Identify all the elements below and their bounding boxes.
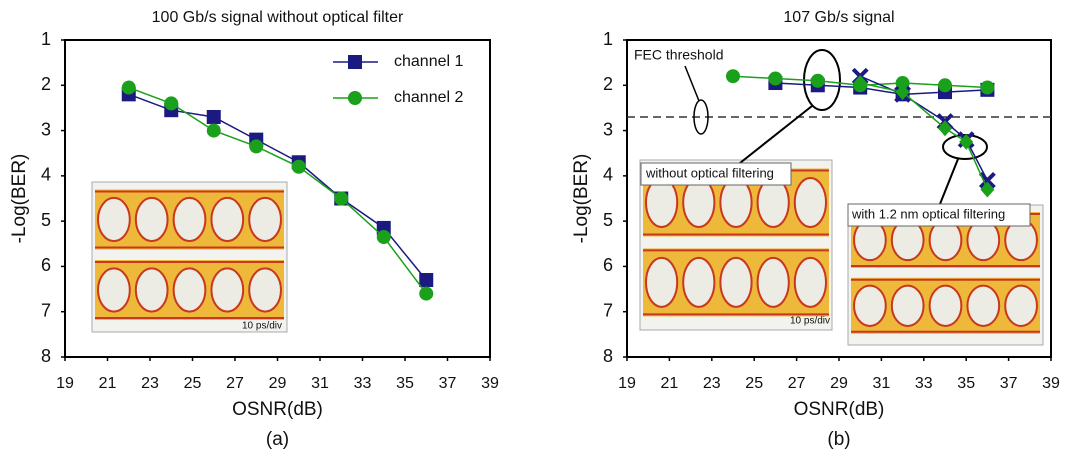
y-tick-label: 3: [603, 119, 613, 139]
marker: [122, 81, 136, 95]
marker: [419, 273, 433, 287]
y-tick-label: 6: [603, 255, 613, 275]
x-tick-label: 25: [745, 375, 763, 392]
caption: (a): [266, 429, 289, 450]
x-tick-label: 31: [311, 375, 329, 392]
y-tick-label: 8: [603, 346, 613, 366]
caption: (b): [827, 429, 850, 450]
eye-opening: [967, 286, 999, 326]
x-tick-label: 37: [1000, 375, 1018, 392]
eye-opening: [98, 268, 130, 311]
x-tick-label: 25: [184, 375, 202, 392]
y-tick-label: 2: [603, 74, 613, 94]
figure: 100 Gb/s signal without optical filter 1 2…: [0, 0, 1065, 455]
eye-opening: [854, 286, 886, 326]
eye-opening: [758, 258, 789, 307]
eye-opening: [211, 198, 243, 241]
x-tick-label: 35: [957, 375, 975, 392]
marker: [938, 120, 952, 136]
callout-line: [685, 66, 699, 101]
eye-opening: [136, 268, 168, 311]
marker: [207, 124, 221, 138]
legend-label: channel 2: [394, 89, 463, 106]
annotation: with 1.2 nm optical filtering: [851, 206, 1005, 221]
callout-line: [940, 159, 958, 204]
marker: [377, 230, 391, 244]
annotation: 10 ps/div: [242, 321, 282, 332]
x-tick-label: 21: [661, 375, 679, 392]
legend-label: channel 1: [394, 53, 463, 70]
x-tick-label: 27: [788, 375, 806, 392]
marker: [768, 71, 782, 85]
annotation: 10 ps/div: [790, 316, 830, 327]
x-tick-label: 33: [915, 375, 933, 392]
x-tick-label: 29: [830, 375, 848, 392]
chart-title: 100 Gb/s signal without optical filter: [152, 9, 404, 26]
x-tick-label: 29: [269, 375, 287, 392]
y-tick-label: 1: [603, 29, 613, 49]
x-tick-label: 35: [396, 375, 414, 392]
y-tick-label: 5: [41, 210, 51, 230]
eye-opening: [795, 258, 826, 307]
eye-opening: [795, 178, 826, 227]
eye-opening: [98, 198, 130, 241]
x-tick-label: 39: [481, 375, 499, 392]
legend-marker: [348, 55, 362, 69]
y-tick-label: 8: [41, 346, 51, 366]
x-tick-label: 19: [56, 375, 74, 392]
marker: [292, 160, 306, 174]
x-tick-label: 23: [703, 375, 721, 392]
eye-opening: [249, 198, 281, 241]
x-tick-label: 27: [226, 375, 244, 392]
eye-opening: [720, 258, 751, 307]
eye-opening: [1005, 286, 1037, 326]
marker: [249, 139, 263, 153]
y-tick-label: 4: [41, 165, 51, 185]
series-line: [860, 76, 987, 180]
y-tick-label: 1: [41, 29, 51, 49]
marker: [334, 192, 348, 206]
x-tick-label: 37: [439, 375, 457, 392]
y-tick-label: 7: [41, 300, 51, 320]
x-tick-label: 31: [873, 375, 891, 392]
x-axis-title: OSNR(dB): [232, 399, 323, 420]
x-tick-label: 19: [618, 375, 636, 392]
x-tick-label: 23: [141, 375, 159, 392]
marker: [207, 110, 221, 124]
threshold-label: FEC threshold: [634, 47, 723, 63]
y-tick-label: 7: [603, 300, 613, 320]
eye-opening: [136, 198, 168, 241]
marker: [726, 69, 740, 83]
legend-marker: [348, 91, 362, 105]
eye-opening: [249, 268, 281, 311]
x-tick-label: 33: [354, 375, 372, 392]
x-tick-label: 21: [99, 375, 117, 392]
eye-opening: [683, 258, 714, 307]
marker: [419, 287, 433, 301]
chart-title: 107 Gb/s signal: [783, 9, 894, 26]
y-tick-label: 2: [41, 74, 51, 94]
eye-opening: [930, 286, 962, 326]
eye-opening: [174, 198, 206, 241]
y-tick-label: 4: [603, 165, 613, 185]
marker: [811, 74, 825, 88]
y-axis-title: -Log(BER): [571, 154, 592, 244]
eye-opening: [646, 258, 677, 307]
marker: [980, 81, 994, 95]
marker: [938, 78, 952, 92]
eye-opening: [211, 268, 243, 311]
eye-opening: [892, 286, 924, 326]
y-tick-label: 5: [603, 210, 613, 230]
eye-opening: [174, 268, 206, 311]
callout-line: [740, 106, 812, 163]
y-tick-label: 6: [41, 255, 51, 275]
annotation: without optical filtering: [645, 165, 774, 180]
y-axis-title: -Log(BER): [9, 154, 30, 244]
x-axis-title: OSNR(dB): [794, 399, 885, 420]
y-tick-label: 3: [41, 119, 51, 139]
marker: [164, 96, 178, 110]
x-tick-label: 39: [1042, 375, 1060, 392]
